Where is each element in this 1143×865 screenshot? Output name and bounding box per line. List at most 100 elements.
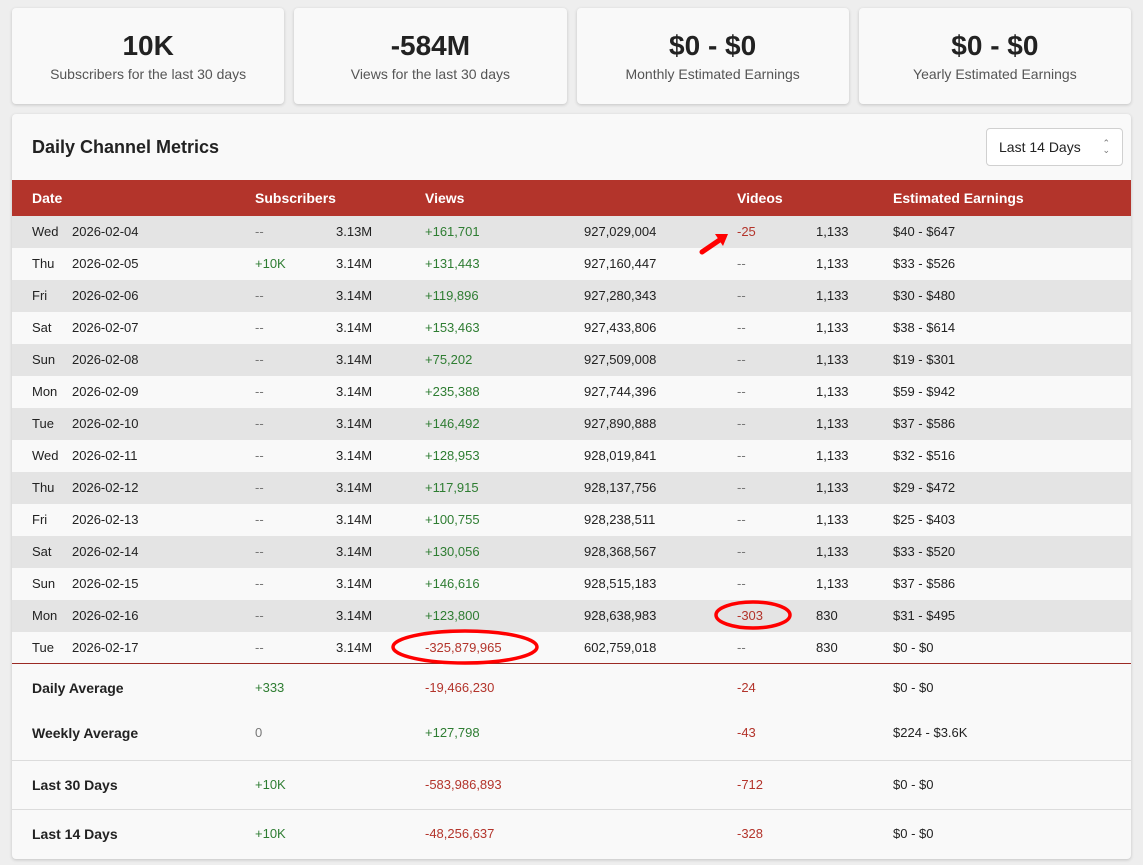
panel-title: Daily Channel Metrics — [32, 136, 220, 157]
stat-card-yearly-earnings: $0 - $0 Yearly Estimated Earnings — [858, 8, 1131, 104]
header-videos[interactable]: Videos — [737, 190, 783, 206]
table-row: Sat 2026-02-14 -- 3.14M +130,056 928,368,567 -… — [12, 536, 1131, 568]
row-views-delta: +131,443 — [425, 256, 480, 271]
row-views-delta: +117,915 — [425, 480, 479, 495]
row-subscribers-total: 3.13M — [336, 224, 373, 239]
stat-value: $0 - $0 — [669, 30, 757, 61]
row-date: 2026-02-08 — [72, 352, 139, 367]
row-day: Thu — [32, 480, 55, 495]
row-day: Sun — [32, 576, 56, 591]
row-videos-delta: -- — [737, 320, 746, 335]
table-row: Sat 2026-02-07 -- 3.14M +153,463 927,433,806 -… — [12, 312, 1131, 344]
row-views-delta: +128,953 — [425, 448, 480, 463]
table-row: Tue 2026-02-17 -- 3.14M -325,879,965 602,759,… — [12, 632, 1131, 664]
stat-card-monthly-earnings: $0 - $0 Monthly Estimated Earnings — [576, 8, 849, 104]
header-views[interactable]: Views — [425, 190, 465, 206]
row-day: Sat — [32, 544, 52, 559]
stats-bar: 10K Subscribers for the last 30 days -58… — [12, 8, 1131, 104]
summary-videos: -24 — [737, 680, 756, 695]
row-estimated-earnings: $29 - $472 — [893, 480, 956, 495]
row-views-delta: +123,800 — [425, 608, 480, 623]
row-estimated-earnings: $38 - $614 — [893, 320, 956, 335]
row-estimated-earnings: $32 - $516 — [893, 448, 956, 463]
header-subscribers[interactable]: Subscribers — [255, 190, 336, 206]
stat-value: 10K — [122, 30, 174, 61]
row-estimated-earnings: $33 - $526 — [893, 256, 956, 271]
stat-value: $0 - $0 — [951, 30, 1039, 61]
row-views-delta: +235,388 — [425, 384, 480, 399]
row-views-total: 927,509,008 — [584, 352, 657, 367]
row-views-delta: +75,202 — [425, 352, 473, 367]
row-videos-total: 1,133 — [816, 480, 849, 495]
summary-views: -583,986,893 — [425, 777, 502, 792]
row-subscribers-total: 3.14M — [336, 576, 373, 591]
row-day: Wed — [32, 224, 59, 239]
row-date: 2026-02-11 — [72, 448, 138, 463]
table-row: Sun 2026-02-15 -- 3.14M +146,616 928,515,183 -… — [12, 568, 1131, 600]
row-subscribers-delta: -- — [255, 320, 264, 335]
summary-row: Weekly Average 0 +127,798 -43 $224 - $3.6K — [12, 712, 1131, 760]
header-estimated-earnings[interactable]: Estimated Earnings — [893, 190, 1024, 206]
row-day: Thu — [32, 256, 55, 271]
row-views-delta: +153,463 — [425, 320, 480, 335]
row-estimated-earnings: $25 - $403 — [893, 512, 956, 527]
summary-row: Last 30 Days +10K -583,986,893 -712 $0 - $0 — [12, 760, 1131, 809]
row-subscribers-total: 3.14M — [336, 384, 373, 399]
row-subscribers-delta: -- — [255, 576, 264, 591]
row-estimated-earnings: $31 - $495 — [893, 608, 956, 623]
summary-videos: -328 — [737, 826, 764, 841]
stat-label: Monthly Estimated Earnings — [625, 66, 800, 82]
row-views-delta: +161,701 — [425, 224, 480, 239]
summary-subscribers: 0 — [255, 725, 263, 740]
table-row: Thu 2026-02-12 -- 3.14M +117,915 928,137,756 -… — [12, 472, 1131, 504]
row-subscribers-delta: -- — [255, 608, 264, 623]
row-views-total: 927,160,447 — [584, 256, 657, 271]
table-row: Wed 2026-02-11 -- 3.14M +128,953 928,019,841 -… — [12, 440, 1131, 472]
row-views-total: 928,515,183 — [584, 576, 657, 591]
row-videos-total: 1,133 — [816, 288, 849, 303]
row-subscribers-delta: -- — [255, 224, 264, 239]
row-subscribers-total: 3.14M — [336, 320, 373, 335]
table-row: Fri 2026-02-13 -- 3.14M +100,755 928,238,511 -… — [12, 504, 1131, 536]
row-views-delta: +146,492 — [425, 416, 480, 431]
row-estimated-earnings: $59 - $942 — [893, 384, 956, 399]
row-subscribers-delta: -- — [255, 544, 264, 559]
row-date: 2026-02-09 — [72, 384, 139, 399]
row-estimated-earnings: $30 - $480 — [893, 288, 956, 303]
range-select[interactable]: Last 14 Days ⌃ ⌄ — [986, 128, 1123, 166]
row-date: 2026-02-05 — [72, 256, 139, 271]
summary-row: Daily Average +333 -19,466,230 -24 $0 - $0 — [12, 664, 1131, 712]
row-day: Tue — [32, 640, 54, 655]
row-videos-total: 1,133 — [816, 224, 849, 239]
row-videos-delta: -- — [737, 640, 746, 655]
row-videos-delta: -- — [737, 384, 746, 399]
row-videos-total: 1,133 — [816, 256, 849, 271]
row-subscribers-delta: -- — [255, 448, 264, 463]
row-videos-delta: -- — [737, 480, 746, 495]
row-videos-total: 1,133 — [816, 352, 849, 367]
summary-videos: -712 — [737, 777, 764, 792]
row-subscribers-total: 3.14M — [336, 640, 373, 655]
table-row: Thu 2026-02-05 +10K 3.14M +131,443 927,160,44… — [12, 248, 1131, 280]
stat-card-views: -584M Views for the last 30 days — [294, 8, 567, 104]
summary-earnings: $0 - $0 — [893, 777, 934, 792]
summary-views: -48,256,637 — [425, 826, 495, 841]
row-estimated-earnings: $37 - $586 — [893, 576, 956, 591]
row-views-total: 928,638,983 — [584, 608, 657, 623]
row-subscribers-total: 3.14M — [336, 544, 373, 559]
row-videos-delta: -- — [737, 288, 746, 303]
row-views-delta: +130,056 — [425, 544, 480, 559]
row-videos-total: 1,133 — [816, 320, 849, 335]
stat-card-subscribers: 10K Subscribers for the last 30 days — [12, 8, 285, 104]
header-date[interactable]: Date — [32, 190, 63, 206]
row-videos-delta: -- — [737, 352, 746, 367]
table-row: Sun 2026-02-08 -- 3.14M +75,202 927,509,008 --… — [12, 344, 1131, 376]
table-row: Tue 2026-02-10 -- 3.14M +146,492 927,890,888 -… — [12, 408, 1131, 440]
row-videos-delta: -- — [737, 544, 746, 559]
row-subscribers-total: 3.14M — [336, 416, 373, 431]
stat-value: -584M — [390, 30, 471, 61]
summary-views: +127,798 — [425, 725, 480, 740]
row-views-delta: +100,755 — [425, 512, 480, 527]
summary-subscribers: +333 — [255, 680, 285, 695]
row-videos-delta: -- — [737, 576, 746, 591]
